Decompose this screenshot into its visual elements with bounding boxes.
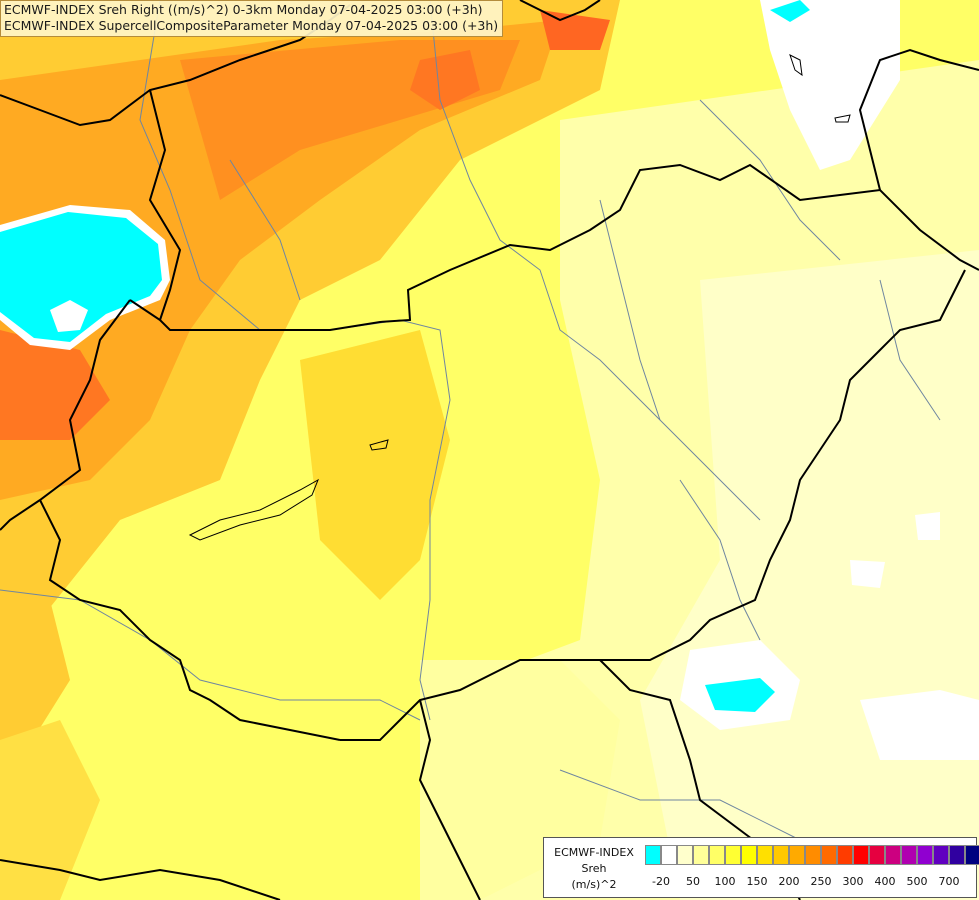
legend-swatch — [933, 845, 949, 865]
color-legend: ECMWF-INDEX Sreh (m/s)^2 -20 50 100 150 200 2… — [543, 837, 979, 898]
legend-tick-label: 300 — [842, 875, 864, 888]
legend-swatch — [661, 845, 677, 865]
legend-tick-label: 150 — [746, 875, 768, 888]
legend-unit: (m/s)^2 — [571, 878, 617, 891]
legend-tick-label: -20 — [652, 875, 670, 888]
legend-tick-label: 500 — [906, 875, 928, 888]
legend-swatch — [885, 845, 901, 865]
legend-swatch — [725, 845, 741, 865]
legend-swatch — [901, 845, 917, 865]
legend-swatch — [869, 845, 885, 865]
title-line-2: ECMWF-INDEX SupercellCompositeParameter … — [4, 18, 499, 33]
legend-tick-label: 200 — [778, 875, 800, 888]
legend-swatch — [709, 845, 725, 865]
legend-swatch — [805, 845, 821, 865]
legend-swatch — [965, 845, 979, 865]
legend-tick-label: 700 — [938, 875, 960, 888]
legend-swatch — [837, 845, 853, 865]
legend-title: ECMWF-INDEX — [554, 846, 634, 859]
legend-tick-label: 400 — [874, 875, 896, 888]
legend-swatch — [917, 845, 933, 865]
legend-tick-label: 250 — [810, 875, 832, 888]
legend-swatch — [949, 845, 965, 865]
legend-swatch — [773, 845, 789, 865]
map-title-box: ECMWF-INDEX Sreh Right ((m/s)^2) 0-3km M… — [0, 0, 504, 37]
legend-swatch — [821, 845, 837, 865]
legend-swatch — [645, 845, 661, 865]
legend-swatch — [741, 845, 757, 865]
legend-swatch — [693, 845, 709, 865]
title-line-1: ECMWF-INDEX Sreh Right ((m/s)^2) 0-3km M… — [4, 2, 483, 17]
legend-swatch — [853, 845, 869, 865]
legend-variable: Sreh — [581, 862, 607, 875]
legend-tick-label: 50 — [686, 875, 700, 888]
legend-tick-label: 100 — [714, 875, 736, 888]
legend-swatch — [757, 845, 773, 865]
legend-swatch — [677, 845, 693, 865]
legend-swatch — [789, 845, 805, 865]
